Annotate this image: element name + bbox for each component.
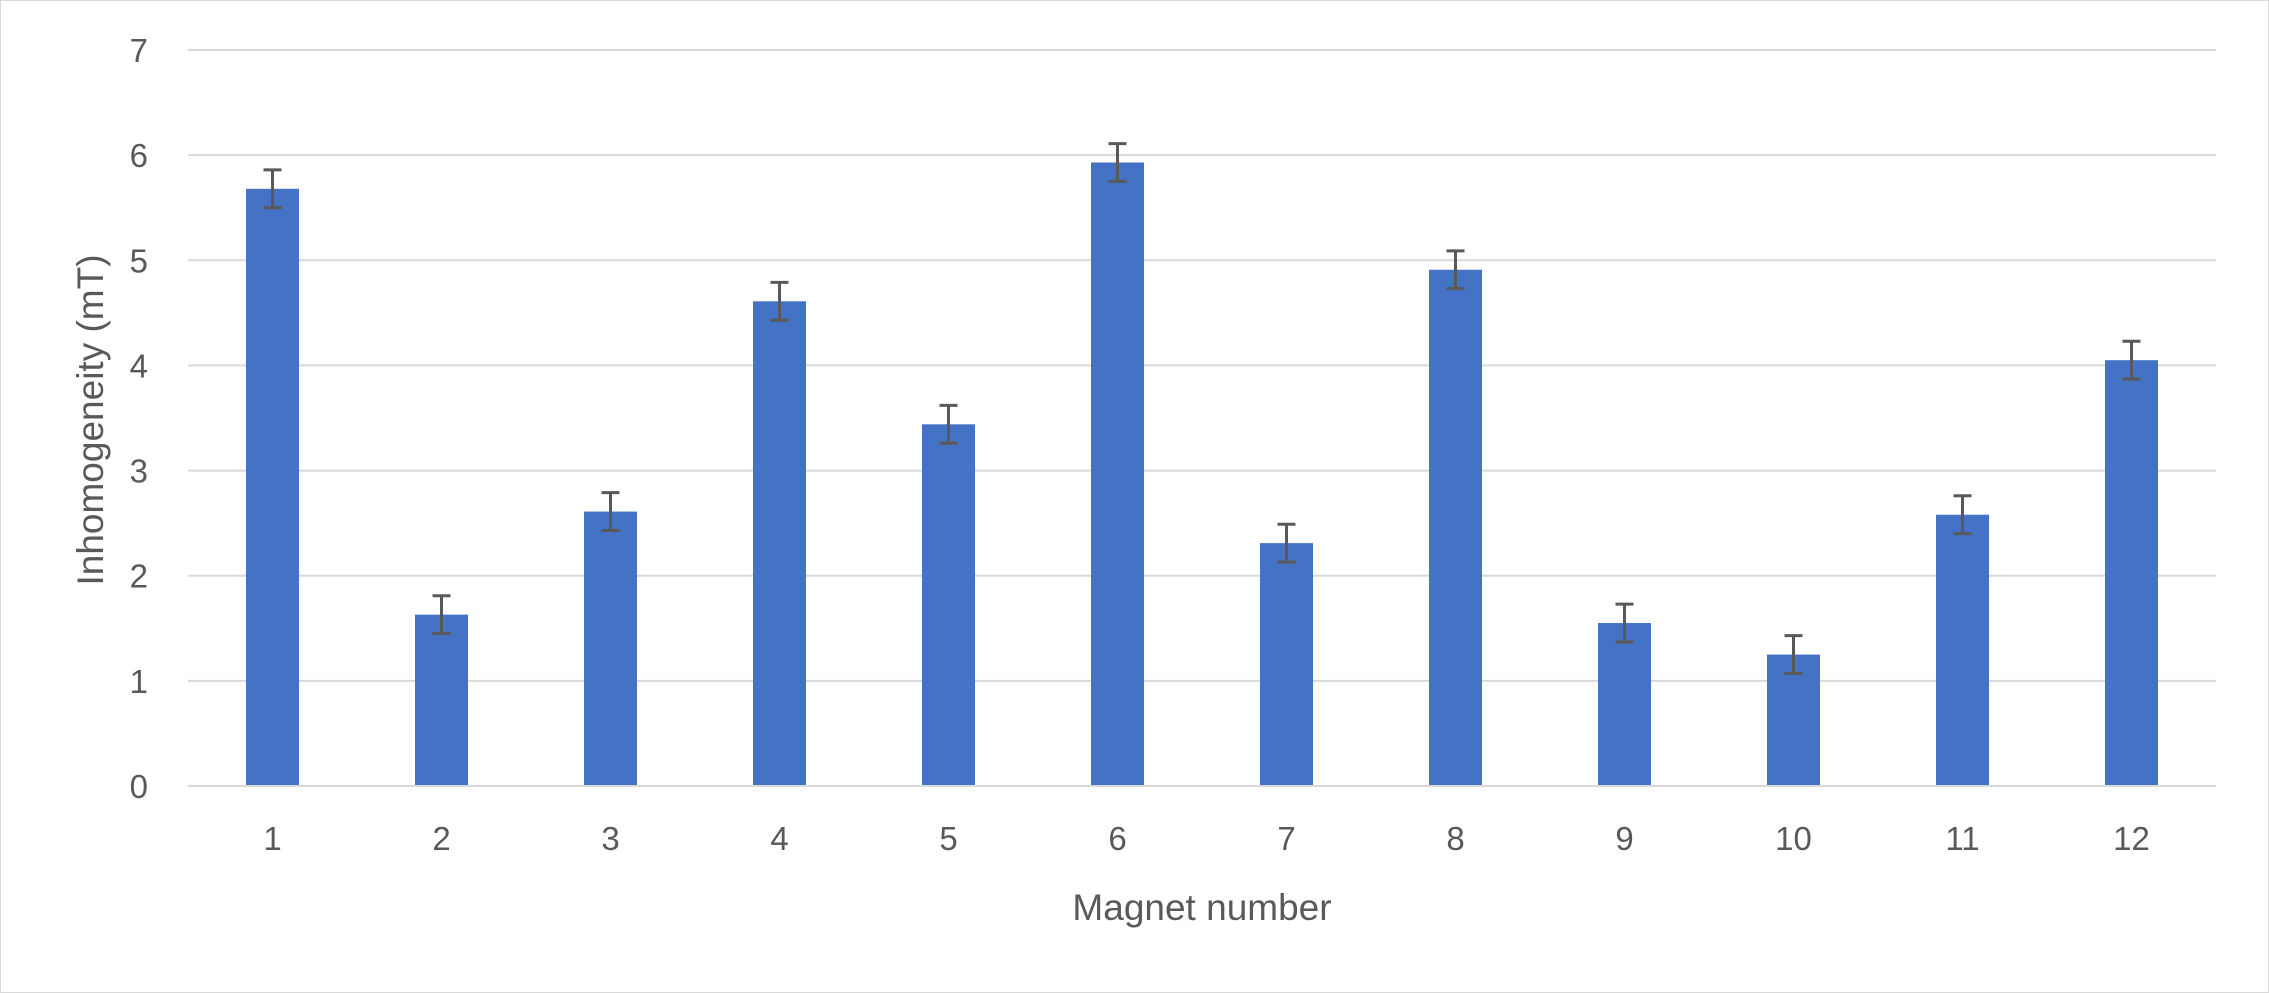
y-tick-label: 5 [130, 242, 148, 279]
bar-magnet-12 [2105, 360, 2158, 786]
x-axis-ticks: 1 2 3 4 5 6 7 8 9 10 11 12 [263, 820, 2150, 857]
x-tick-label: 4 [770, 820, 788, 857]
bar-magnet-8 [1429, 269, 1482, 787]
x-tick-label: 5 [939, 820, 957, 857]
bar-magnet-10 [1767, 654, 1820, 786]
x-tick-label: 10 [1775, 820, 1812, 857]
x-tick-label: 8 [1446, 820, 1464, 857]
error-bar-magnet-11 [1953, 494, 1972, 536]
y-tick-label: 7 [130, 32, 148, 69]
y-axis-title: Inhomogeneity (mT) [70, 254, 111, 585]
x-tick-label: 6 [1108, 820, 1126, 857]
y-axis-ticks: 0 1 2 3 4 5 6 7 [130, 32, 148, 805]
y-tick-label: 1 [130, 663, 148, 700]
y-tick-label: 4 [130, 347, 148, 384]
x-tick-label: 11 [1945, 820, 1979, 857]
x-tick-label: 3 [601, 820, 619, 857]
x-tick-label: 9 [1615, 820, 1633, 857]
bars [246, 162, 2158, 787]
x-tick-label: 2 [432, 820, 450, 857]
bar-magnet-6 [1091, 162, 1144, 786]
x-tick-label: 1 [263, 820, 281, 857]
x-axis-title: Magnet number [1072, 887, 1331, 928]
error-bar-magnet-10 [1784, 634, 1803, 675]
error-bar-magnet-5 [939, 403, 958, 445]
error-bar-magnet-9 [1615, 602, 1634, 644]
x-tick-label: 7 [1277, 820, 1295, 857]
x-tick-label: 12 [2113, 820, 2150, 857]
bar-magnet-11 [1936, 514, 1989, 786]
error-bar-magnet-3 [601, 491, 620, 533]
error-bar-magnet-1 [263, 168, 282, 210]
gridlines [188, 49, 2216, 682]
bar-magnet-1 [246, 188, 299, 786]
error-bar-magnet-7 [1277, 522, 1296, 564]
error-bars [263, 142, 2141, 675]
bar-magnet-9 [1598, 623, 1651, 786]
bar-magnet-3 [584, 511, 637, 786]
error-bar-magnet-6 [1108, 142, 1127, 183]
error-bar-magnet-4 [770, 280, 789, 322]
y-tick-label: 2 [130, 558, 148, 595]
bar-magnet-5 [922, 424, 975, 786]
bar-magnet-4 [753, 301, 806, 786]
y-tick-label: 6 [130, 137, 148, 174]
y-tick-label: 3 [130, 453, 148, 490]
y-tick-label: 0 [130, 768, 148, 805]
error-bar-magnet-12 [2122, 339, 2141, 381]
error-bar-magnet-8 [1446, 249, 1465, 291]
bar-magnet-2 [415, 614, 468, 786]
error-bar-magnet-2 [432, 594, 451, 636]
bar-magnet-7 [1260, 543, 1313, 786]
